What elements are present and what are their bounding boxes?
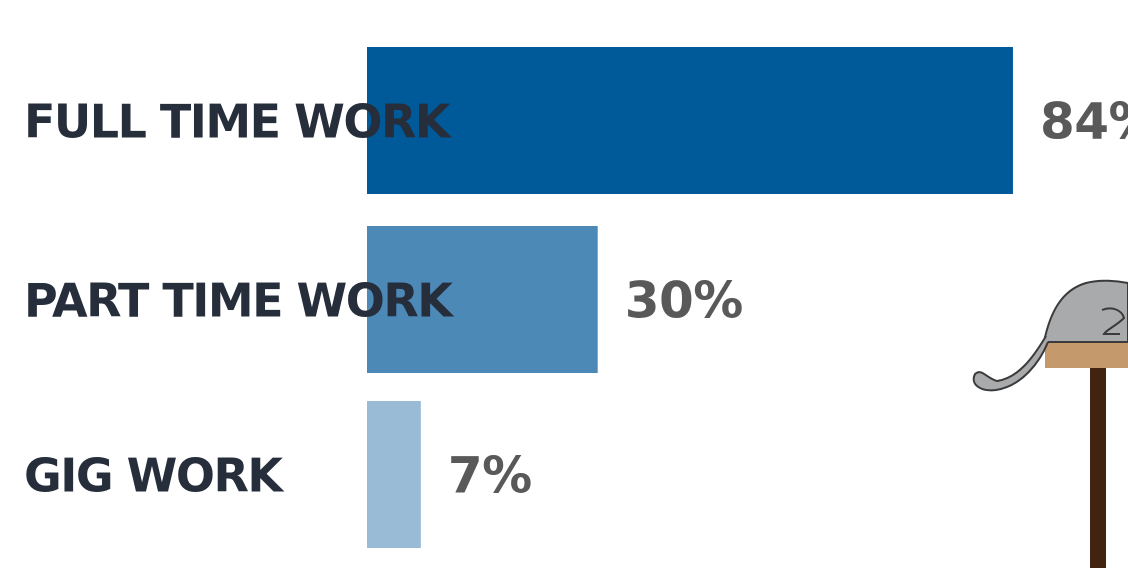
labels-group: FULL TIME WORK 84% PART TIME WORK 30% GIG WO… bbox=[24, 93, 1128, 505]
cat-on-cat-tree-icon bbox=[972, 279, 1128, 568]
category-label: PART TIME WORK bbox=[24, 274, 455, 328]
cat-tree-post bbox=[1090, 368, 1106, 568]
bar-full-time-work bbox=[367, 47, 1013, 194]
bar-gig-work bbox=[367, 401, 421, 548]
cat-body bbox=[1042, 279, 1128, 343]
cat-leg-line bbox=[1101, 307, 1126, 335]
category-label: GIG WORK bbox=[24, 449, 285, 503]
cat-tree-platform bbox=[1045, 340, 1128, 368]
cat-tail bbox=[972, 335, 1049, 392]
bar-part-time-work bbox=[367, 226, 598, 373]
value-label: 30% bbox=[625, 272, 743, 330]
bars-group bbox=[367, 47, 1013, 548]
category-label: FULL TIME WORK bbox=[24, 95, 453, 149]
value-label: 7% bbox=[448, 447, 532, 505]
value-label: 84% bbox=[1040, 93, 1128, 151]
